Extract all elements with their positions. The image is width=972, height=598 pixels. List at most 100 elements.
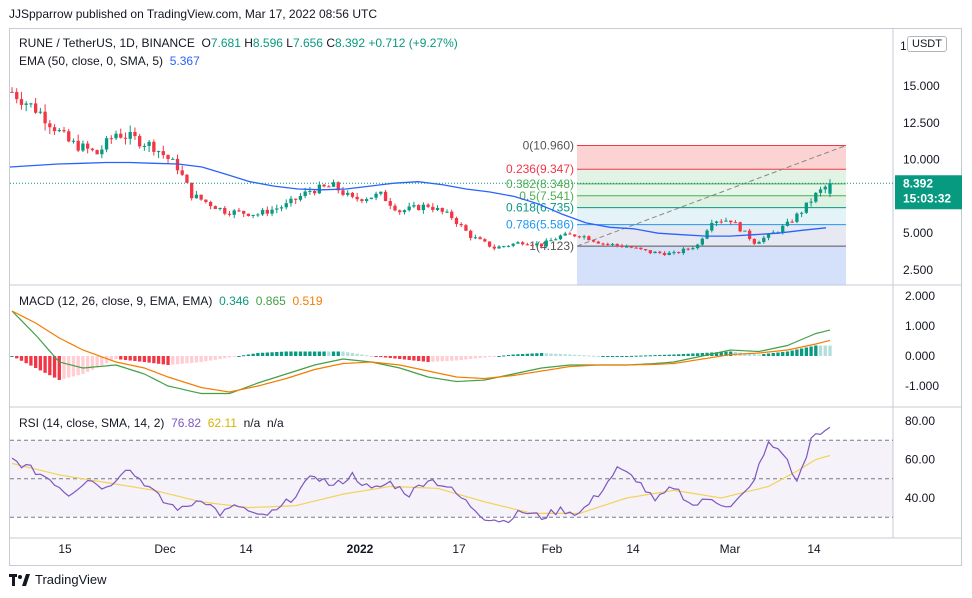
macd-hist-bar [57,356,61,380]
currency-badge[interactable]: USDT [907,36,947,52]
candle-body [478,237,482,240]
candle [199,194,203,201]
macd-hist-bar [190,356,194,363]
candle [568,231,572,235]
price-tick: 2.500 [903,263,933,277]
candle-body [204,199,208,202]
candle [364,197,369,204]
macd-legend[interactable]: MACD (12, 26, close, 9, EMA, EMA) 0.346 … [19,294,323,308]
macd-hist-bar [582,355,586,357]
fib-label-1: 1(4.123) [529,239,574,253]
candle [587,235,591,241]
macd-hist-bar [719,352,723,356]
candle-body [19,99,24,105]
candle [223,206,227,216]
macd-hist-bar [204,356,208,362]
macd-hist-bar [360,354,364,356]
candle [516,241,520,244]
candle [133,127,137,140]
candle-body [412,205,416,207]
macd-hist-bar [208,356,213,361]
macd-hist-bar [379,356,383,357]
candle-body [492,246,496,249]
candle-body [256,214,260,216]
candle-body [76,140,80,151]
macd-hist-bar [279,351,284,356]
macd-hist-bar [213,356,217,360]
candle [799,211,804,218]
candle-body [606,243,610,245]
candle [128,125,132,145]
ema-line [9,161,827,237]
candle [327,184,331,188]
macd-hist-bar [15,356,19,359]
candle [374,191,378,201]
candle-body [568,233,572,235]
macd-hist-bar [610,356,615,357]
candle-body [24,103,28,105]
candle [667,251,671,256]
candle [549,237,553,242]
candle-body [43,111,47,124]
ema-legend[interactable]: EMA (50, close, 0, SMA, 5) 5.367 [19,54,200,68]
macd-hist-bar [185,356,189,364]
candle-body [544,240,548,247]
macd-hist-bar [535,353,539,356]
candle-body [625,246,629,248]
macd-hist-bar [468,356,473,359]
candle-body [516,242,520,244]
macd-hist-bar [67,356,71,378]
candle [29,102,33,108]
candle [563,231,567,236]
macd-hist-bar [383,356,388,358]
candle [710,219,714,233]
macd-hist-bar [416,356,421,361]
candle [350,192,355,199]
fib-zone-4 [577,207,846,225]
macd-hist-bar [38,356,43,371]
macd-hist-bar [369,356,374,357]
candle-body [724,220,728,222]
price-badge-value: 8.392 [903,176,933,190]
candle-body [530,244,534,246]
macd-hist-bar [544,353,548,356]
candle [67,128,71,143]
candle-body [591,240,596,242]
macd-hist-bar [497,356,501,357]
rsi-legend[interactable]: RSI (14, close, SMA, 14, 2) 76.82 62.11 … [19,416,284,430]
macd-hist-bar [615,356,619,357]
candle-body [147,141,151,146]
candle [483,238,487,243]
candle [48,120,52,135]
time-tick: 14 [239,542,253,556]
candle-body [336,182,340,191]
macd-hist-bar [762,354,766,356]
macd-hist-bar [388,356,392,358]
macd-hist-bar [431,356,435,362]
candle [123,132,128,145]
candle [10,87,14,94]
candle [639,247,643,251]
macd-hist-bar [421,356,426,362]
macd-hist-bar [119,356,123,360]
macd-hist-bar [374,356,378,357]
candle-body [643,249,648,251]
candle [190,182,194,201]
macd-hist-bar [818,345,823,356]
macd-tick: 1.000 [905,319,935,333]
symbol-label: RUNE / TetherUS, 1D, BINANCE [19,36,195,50]
candle [426,203,430,209]
change-value: +0.712 (+9.27%) [368,36,458,50]
candle-body [237,210,241,212]
candle-body [535,243,539,246]
candle-body [388,201,392,206]
fib-zone-3 [577,195,846,208]
candle [601,242,605,246]
macd-hist-bar [402,356,407,360]
macd-hist-bar [464,356,468,360]
candle [672,250,676,255]
chart-container[interactable] [9,28,962,566]
macd-hist-bar [804,347,809,356]
macd-hist-bar [298,351,303,356]
